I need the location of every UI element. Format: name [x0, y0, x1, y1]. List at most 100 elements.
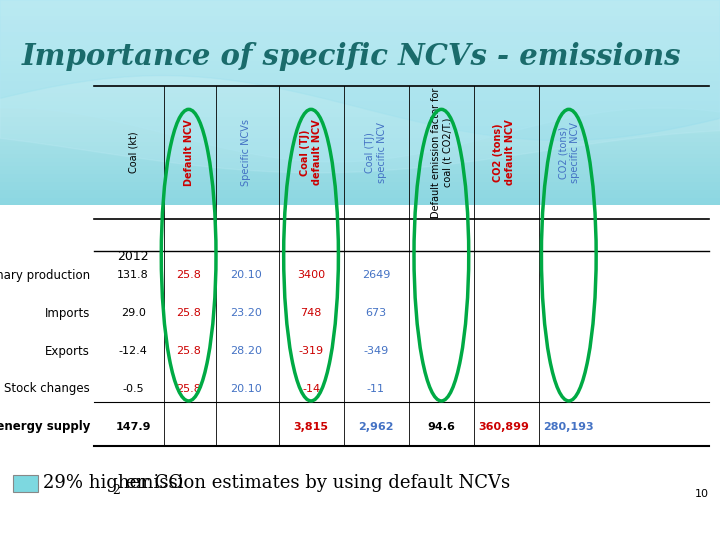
Bar: [0, 73, 720, 77]
Bar: [0, 122, 720, 126]
Text: 673: 673: [365, 308, 387, 318]
Bar: [0, 205, 720, 540]
Bar: [0, 118, 720, 122]
Bar: [0, 81, 720, 85]
Text: 25.8: 25.8: [176, 271, 201, 280]
Text: 3400: 3400: [297, 271, 325, 280]
Bar: [0, 49, 720, 53]
Bar: [0, 239, 720, 243]
Bar: [0, 235, 720, 239]
Text: Imports: Imports: [45, 307, 90, 320]
Text: 2,962: 2,962: [358, 422, 394, 431]
Text: 2: 2: [112, 484, 120, 497]
Bar: [0, 211, 720, 214]
Text: CO2 (tons)
specific NCV: CO2 (tons) specific NCV: [558, 122, 580, 183]
Text: Default emission factor for
coal (t CO2/T.): Default emission factor for coal (t CO2/…: [431, 87, 452, 218]
Text: Coal (TJ)
default NCV: Coal (TJ) default NCV: [300, 120, 322, 185]
Text: -319: -319: [299, 346, 323, 356]
Bar: [0, 178, 720, 183]
Text: 25.8: 25.8: [176, 308, 201, 318]
Bar: [0, 32, 720, 36]
Text: Primary production: Primary production: [0, 269, 90, 282]
Bar: [0, 16, 720, 20]
Bar: [0, 57, 720, 60]
Bar: [0, 77, 720, 81]
Bar: [0, 138, 720, 141]
Bar: [0, 166, 720, 170]
Bar: [0, 202, 720, 206]
Text: -11: -11: [367, 384, 385, 394]
Bar: [0, 207, 720, 211]
Bar: [0, 199, 720, 202]
Bar: [0, 40, 720, 45]
Bar: [0, 174, 720, 178]
Text: CO2 (tons)
default NCV: CO2 (tons) default NCV: [493, 120, 515, 185]
Text: Default NCV: Default NCV: [184, 119, 194, 186]
Bar: [0, 109, 720, 113]
Text: emission estimates by using default NCVs: emission estimates by using default NCVs: [120, 474, 510, 492]
Bar: [0, 24, 720, 28]
Bar: [0, 191, 720, 194]
Text: 25.8: 25.8: [176, 384, 201, 394]
Text: Stock changes: Stock changes: [4, 382, 90, 395]
Bar: [0, 45, 720, 49]
Text: -14: -14: [302, 384, 320, 394]
Text: 29% higher CO: 29% higher CO: [43, 474, 184, 492]
Text: -0.5: -0.5: [122, 384, 144, 394]
Bar: [0, 130, 720, 134]
Text: 280,193: 280,193: [544, 422, 594, 431]
Bar: [0, 4, 720, 8]
Bar: [0, 227, 720, 231]
Bar: [0, 170, 720, 174]
Text: 29.0: 29.0: [121, 308, 145, 318]
Bar: [0, 0, 720, 4]
Text: 2012: 2012: [117, 250, 149, 263]
Bar: [0, 134, 720, 138]
Text: -349: -349: [363, 346, 389, 356]
Bar: [0, 223, 720, 227]
Text: 360,899: 360,899: [479, 422, 529, 431]
Text: 131.8: 131.8: [117, 271, 149, 280]
Bar: [0, 186, 720, 191]
Text: 23.20: 23.20: [230, 308, 262, 318]
Text: 3,815: 3,815: [294, 422, 328, 431]
FancyBboxPatch shape: [13, 475, 38, 492]
Text: 2649: 2649: [361, 271, 390, 280]
Bar: [0, 29, 720, 32]
Text: 28.20: 28.20: [230, 346, 262, 356]
Bar: [0, 53, 720, 57]
Bar: [0, 113, 720, 117]
Bar: [0, 61, 720, 65]
Text: Total energy supply: Total energy supply: [0, 420, 90, 433]
Text: 20.10: 20.10: [230, 271, 262, 280]
Bar: [0, 231, 720, 235]
Bar: [0, 183, 720, 186]
Text: 20.10: 20.10: [230, 384, 262, 394]
Text: Exports: Exports: [45, 345, 90, 357]
Bar: [0, 105, 720, 109]
Bar: [0, 194, 720, 198]
Bar: [0, 150, 720, 154]
Bar: [0, 69, 720, 73]
Text: Coal (kt): Coal (kt): [128, 132, 138, 173]
Bar: [0, 37, 720, 40]
Bar: [0, 126, 720, 130]
Bar: [0, 158, 720, 162]
Text: 25.8: 25.8: [176, 346, 201, 356]
Text: Specific NCVs: Specific NCVs: [241, 119, 251, 186]
Bar: [0, 21, 720, 24]
Bar: [0, 215, 720, 219]
Bar: [0, 142, 720, 146]
Text: 10: 10: [696, 489, 709, 499]
Bar: [0, 65, 720, 69]
Text: Importance of specific NCVs - emissions: Importance of specific NCVs - emissions: [22, 42, 681, 71]
Bar: [0, 102, 720, 105]
Bar: [0, 12, 720, 16]
Bar: [0, 219, 720, 222]
Bar: [0, 93, 720, 97]
Bar: [0, 97, 720, 102]
Text: -12.4: -12.4: [119, 346, 148, 356]
Text: 94.6: 94.6: [428, 422, 455, 431]
Text: Coal (TJ)
specific NCV: Coal (TJ) specific NCV: [365, 122, 387, 183]
Bar: [0, 8, 720, 12]
